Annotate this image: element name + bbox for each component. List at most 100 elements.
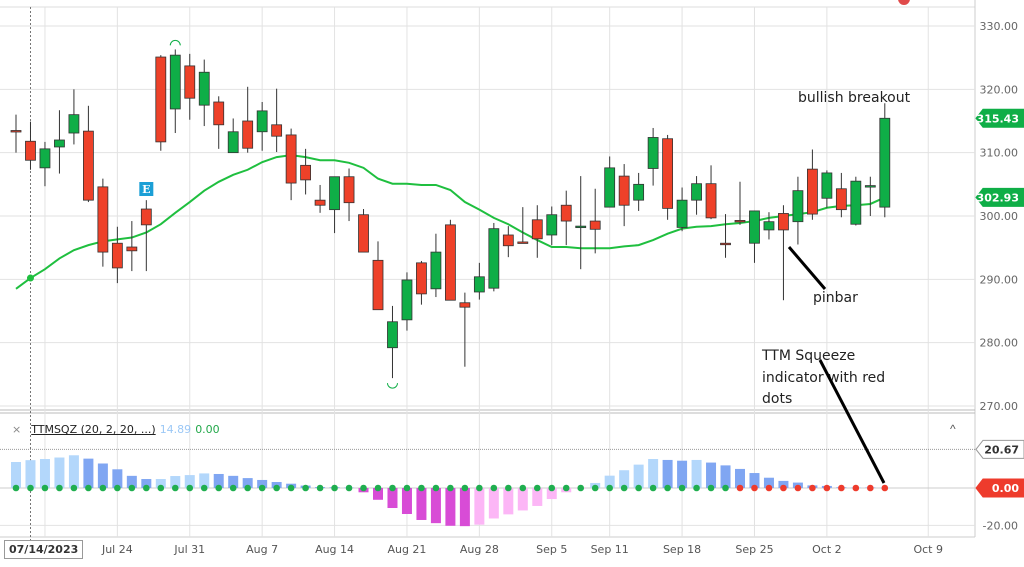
squeeze-dot: [664, 484, 671, 492]
annotation-ttm-line2: indicator with red: [762, 370, 885, 386]
candle-body: [705, 183, 717, 219]
histogram-bar: [257, 479, 268, 488]
candle: [54, 110, 65, 174]
indicator-name[interactable]: TTMSQZ (20, 2, 20, ...): [31, 423, 156, 436]
candle: [575, 176, 587, 270]
squeeze-dot: [128, 484, 136, 492]
squeeze-dot: [765, 484, 773, 492]
squeeze-dot: [780, 484, 787, 492]
candle-body: [589, 220, 601, 230]
squeeze-dot: [403, 484, 411, 492]
annotations: bullish breakout pinbar TTM Squeeze indi…: [761, 90, 911, 484]
indicator-level-tag-bg: [975, 439, 1024, 459]
candle-body: [835, 188, 847, 211]
annotation-bullish-breakout: bullish breakout: [798, 90, 911, 106]
candle-body: [372, 259, 384, 311]
squeeze-dot: [649, 484, 657, 492]
candle: [97, 178, 109, 267]
candles: [10, 49, 891, 379]
squeeze-dot: [751, 484, 758, 492]
squeeze-dot: [345, 484, 353, 492]
date-tick-label: Sep 5: [536, 543, 567, 556]
histogram-bar: [25, 460, 36, 488]
candle-body: [97, 186, 109, 253]
candle: [778, 205, 789, 301]
histogram-bar: [126, 475, 137, 488]
histogram-bar: [706, 462, 717, 488]
candle-body: [387, 321, 398, 349]
candle-body: [459, 302, 471, 308]
squeeze-dot: [200, 484, 208, 492]
candle-body: [647, 137, 659, 169]
squeeze-dot: [620, 484, 628, 492]
candle-body: [633, 183, 645, 201]
collapse-chevron-up-icon[interactable]: ^: [950, 422, 956, 436]
squeeze-dot: [838, 484, 845, 492]
annotation-pinbar: pinbar: [813, 290, 858, 306]
squeeze-dot: [316, 484, 324, 492]
histogram-bar: [170, 476, 181, 488]
squeeze-dot: [881, 484, 889, 492]
squeeze-dot: [490, 484, 498, 492]
histogram-bar: [68, 455, 79, 488]
squeeze-dot: [85, 484, 92, 492]
candle-body: [778, 213, 789, 231]
squeeze-dot: [244, 484, 251, 492]
histogram-bar: [763, 477, 774, 488]
candle-body: [271, 124, 283, 137]
candle-body: [256, 110, 268, 133]
sma-crosshair-dot: [26, 274, 34, 282]
candle: [589, 188, 601, 254]
candle: [300, 148, 312, 195]
close-icon[interactable]: ×: [12, 423, 22, 436]
candle: [835, 172, 847, 218]
histogram-bar: [720, 465, 731, 488]
candle: [633, 172, 645, 211]
date-tick-label: Aug 7: [246, 543, 278, 556]
indicator-value-1: 14.89: [159, 423, 192, 436]
candle-body: [792, 190, 804, 223]
histogram-bar: [445, 488, 456, 526]
candle-body: [531, 219, 543, 240]
ttm-histogram: [11, 455, 890, 527]
earnings-icon: [139, 182, 154, 196]
candle-body: [807, 168, 818, 215]
candle: [792, 176, 804, 245]
sma-value-tag-bg: [975, 187, 1024, 207]
date-tick-label: Jul 24: [101, 543, 133, 556]
candle-body: [618, 175, 630, 206]
candle: [10, 114, 22, 153]
crosshair-date-label: 07/14/2023: [4, 540, 84, 559]
candle-body: [473, 276, 485, 293]
histogram-bar: [604, 475, 615, 488]
squeeze-dot: [447, 484, 454, 492]
squeeze-dot: [287, 484, 295, 492]
date-tick-label: Aug 28: [460, 543, 499, 556]
indicator-level-tag-text: 20.67: [984, 443, 1019, 456]
candle-body: [502, 234, 514, 247]
squeeze-dot: [519, 484, 527, 492]
candle: [169, 49, 181, 134]
last-price-tag: 315.43: [975, 108, 1024, 128]
histogram-bar: [778, 480, 789, 488]
candle-body: [850, 180, 862, 225]
squeeze-dot: [418, 484, 425, 492]
candle: [821, 170, 833, 208]
candle: [213, 96, 225, 149]
squeeze-dot: [722, 484, 729, 492]
candle: [705, 165, 717, 220]
axes: 330.00 320.00 310.00 300.00 290.00 280.00 270.…: [101, 20, 1024, 556]
price-tick-label: 320.00: [980, 83, 1019, 96]
ttm-pointer-line: [818, 359, 886, 484]
histogram-bar: [199, 473, 210, 488]
squeeze-dot: [461, 484, 469, 492]
candle-body: [879, 117, 891, 208]
candle: [676, 187, 688, 232]
squeeze-dot: [171, 484, 179, 492]
price-tick-label: 270.00: [980, 400, 1019, 413]
candle: [430, 233, 442, 298]
histogram-bar: [39, 459, 50, 488]
price-tick-label: 330.00: [980, 20, 1019, 33]
squeeze-dot: [302, 484, 309, 492]
